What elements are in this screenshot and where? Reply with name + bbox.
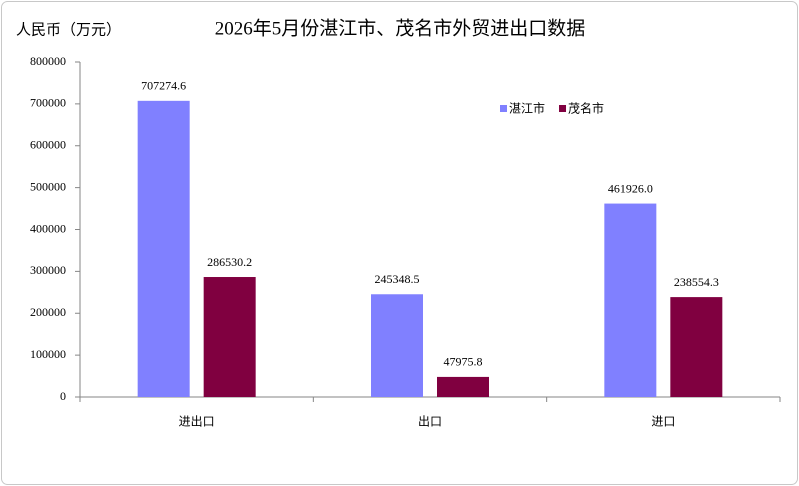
y-axis-label: 人民币（万元） [16, 21, 121, 39]
legend-swatch [559, 105, 567, 112]
x-tick-label: 出口 [418, 415, 442, 429]
legend-label: 茂名市 [568, 101, 604, 116]
value-label: 461926.0 [608, 181, 653, 195]
x-tick-label: 进出口 [179, 415, 215, 429]
value-label: 245348.5 [375, 272, 420, 286]
y-tick-label: 300000 [30, 263, 66, 277]
y-tick-label: 700000 [30, 96, 66, 110]
y-tick-label: 800000 [30, 54, 66, 68]
value-label: 707274.6 [141, 79, 186, 93]
legend-label: 湛江市 [509, 101, 545, 116]
y-tick-label: 400000 [30, 221, 66, 235]
bar [137, 100, 190, 397]
bar [203, 277, 256, 397]
value-label: 286530.2 [207, 255, 252, 269]
bar [371, 294, 423, 397]
bar [670, 297, 723, 397]
y-tick-label: 0 [60, 389, 66, 403]
bar [437, 376, 489, 397]
value-label: 47975.8 [444, 355, 483, 369]
chart-title: 2026年5月份湛江市、茂名市外贸进出口数据 [215, 17, 586, 39]
value-label: 238554.3 [674, 275, 719, 289]
bar [604, 203, 657, 397]
y-tick-label: 600000 [30, 138, 66, 152]
legend-swatch [500, 105, 507, 112]
y-tick-label: 500000 [30, 179, 66, 193]
x-tick-label: 进口 [651, 415, 675, 429]
y-tick-label: 200000 [30, 305, 66, 319]
y-tick-label: 100000 [30, 347, 66, 361]
